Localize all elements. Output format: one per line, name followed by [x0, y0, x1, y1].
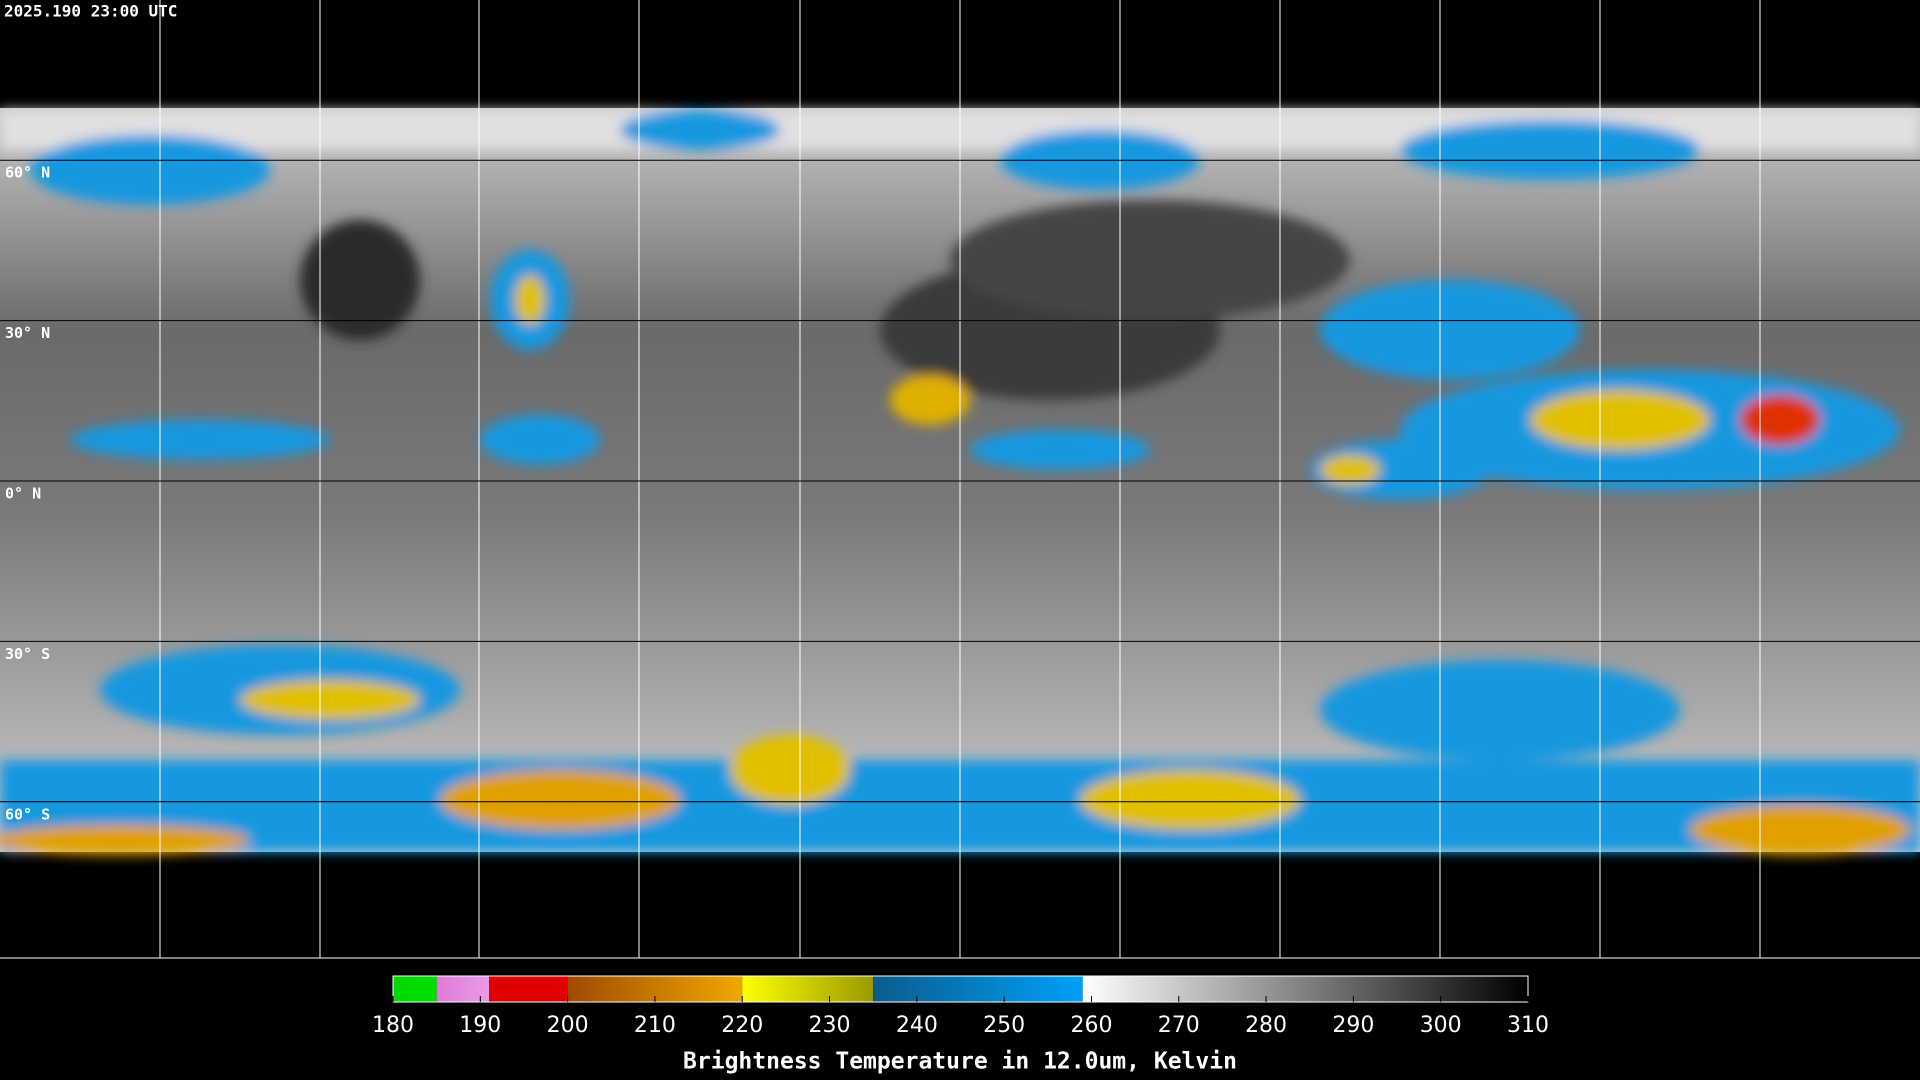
colorbar-segment: [742, 976, 874, 1002]
colorbar-tick-label: 250: [983, 1013, 1025, 1038]
colorbar-title: Brightness Temperature in 12.0um, Kelvin: [683, 1049, 1237, 1075]
colorbar-segment: [436, 976, 490, 1002]
colorbar-segment: [873, 976, 1083, 1002]
latitude-label: 30° S: [5, 645, 50, 663]
latitude-label: 60° N: [5, 164, 50, 182]
latitude-label: 0° N: [5, 485, 41, 503]
colorbar-segment: [489, 976, 568, 1002]
colorbar-tick-label: 240: [896, 1013, 938, 1038]
longitude-lines: [159, 0, 1761, 958]
latitude-label: 60° S: [5, 805, 50, 823]
colorbar-tick-label: 300: [1420, 1013, 1462, 1038]
colorbar-tick-label: 180: [372, 1013, 414, 1038]
colorbar-tick-label: 280: [1245, 1013, 1287, 1038]
colorbar-tick-label: 260: [1070, 1013, 1112, 1038]
colorbar-tick-label: 220: [721, 1013, 763, 1038]
colorbar-segment: [393, 976, 437, 1002]
colorbar-tick-label: 200: [547, 1013, 589, 1038]
colorbar-segment: [1082, 976, 1528, 1002]
colorbar-tick-label: 290: [1332, 1013, 1374, 1038]
colorbar-tick-label: 270: [1158, 1013, 1200, 1038]
latitude-label: 30° N: [5, 324, 50, 342]
colorbar-tick-label: 210: [634, 1013, 676, 1038]
timestamp: 2025.190 23:00 UTC: [4, 2, 177, 21]
colorbar-tick-label: 230: [809, 1013, 851, 1038]
colorbar-tick-label: 310: [1507, 1013, 1549, 1038]
colorbar-frame: [392, 975, 1529, 1003]
colorbar-tick-label: 190: [459, 1013, 501, 1038]
